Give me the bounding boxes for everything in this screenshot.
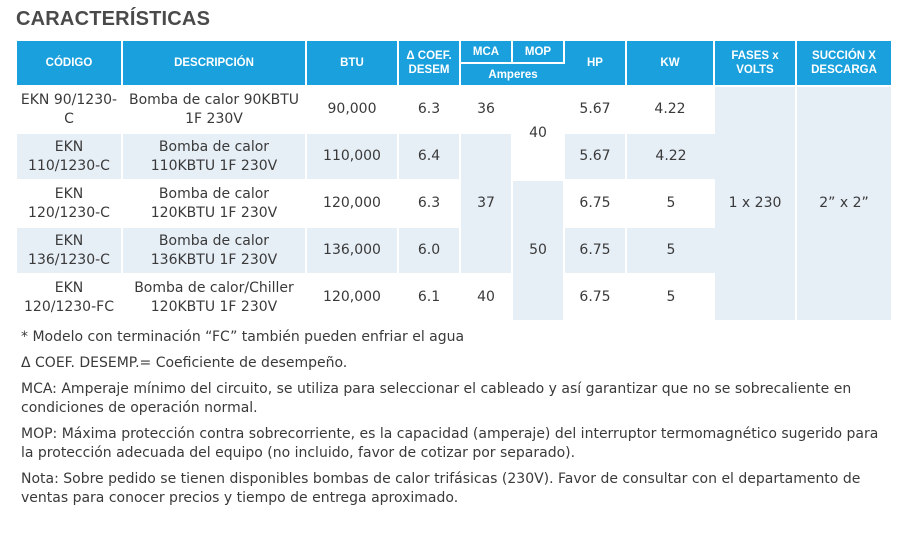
cell-kw: 5 xyxy=(627,275,715,322)
specs-table: CÓDIGO DESCRIPCIÓN BTU Δ COEF. DESEM MCA… xyxy=(17,41,891,322)
cell-btu: 120,000 xyxy=(307,275,399,322)
header-succion: SUCCIÓN X DESCARGA xyxy=(797,41,891,87)
cell-coef: 6.3 xyxy=(399,87,461,134)
note-fc: * Modelo con terminación “FC” también pu… xyxy=(21,329,465,345)
cell-hp: 5.67 xyxy=(565,134,627,181)
note-coef: Δ COEF. DESEMP.= Coeficiente de desempeñ… xyxy=(21,355,348,371)
cell-mop: 50 xyxy=(513,181,565,322)
cell-succion: 2” x 2” xyxy=(797,87,891,322)
table-row: EKN 120/1230-FC Bomba de calor/Chiller 1… xyxy=(17,275,891,322)
header-mop: MOP xyxy=(513,41,565,64)
header-descripcion: DESCRIPCIÓN xyxy=(123,41,307,87)
cell-coef: 6.1 xyxy=(399,275,461,322)
cell-btu: 110,000 xyxy=(307,134,399,181)
cell-hp: 6.75 xyxy=(565,275,627,322)
cell-mca: 36 xyxy=(461,87,513,134)
cell-mca: 40 xyxy=(461,275,513,322)
cell-btu: 136,000 xyxy=(307,228,399,275)
table-row: EKN 90/1230-C Bomba de calor 90KBTU 1F 2… xyxy=(17,87,891,322)
cell-mca: 37 xyxy=(461,134,513,275)
cell-kw: 5 xyxy=(627,228,715,275)
header-btu: BTU xyxy=(307,41,399,87)
notes-section: * Modelo con terminación “FC” también pu… xyxy=(21,328,881,515)
cell-codigo: EKN 120/1230-FC xyxy=(17,275,123,322)
header-coef: Δ COEF. DESEM xyxy=(399,41,461,87)
cell-fases: 1 x 230 xyxy=(715,87,797,322)
note-trifasicas: Nota: Sobre pedido se tienen disponibles… xyxy=(21,471,861,506)
table-row: EKN 110/1230-C Bomba de calor 110KBTU 1F… xyxy=(17,134,891,275)
cell-btu: 120,000 xyxy=(307,181,399,228)
cell-kw: 5 xyxy=(627,181,715,228)
header-kw: KW xyxy=(627,41,715,87)
cell-descripcion: Bomba de calor 90KBTU 1F 230V xyxy=(123,87,307,134)
header-fases: FASES x VOLTS xyxy=(715,41,797,87)
header-amperes: Amperes xyxy=(461,64,565,87)
note-mop: MOP: Máxima protección contra sobrecorri… xyxy=(21,426,879,461)
cell-codigo: EKN 120/1230-C xyxy=(17,181,123,228)
cell-kw: 4.22 xyxy=(627,87,715,134)
table-row: EKN 120/1230-C Bomba de calor 120KBTU 1F… xyxy=(17,181,891,322)
cell-codigo: EKN 110/1230-C xyxy=(17,134,123,181)
cell-hp: 6.75 xyxy=(565,228,627,275)
cell-mop: 40 xyxy=(513,87,565,181)
cell-codigo: EKN 136/1230-C xyxy=(17,228,123,275)
cell-coef: 6.4 xyxy=(399,134,461,181)
cell-descripcion: Bomba de calor/Chiller 120KBTU 1F 230V xyxy=(123,275,307,322)
cell-descripcion: Bomba de calor 120KBTU 1F 230V xyxy=(123,181,307,228)
cell-btu: 90,000 xyxy=(307,87,399,134)
header-mca: MCA xyxy=(461,41,513,64)
cell-kw: 4.22 xyxy=(627,134,715,181)
cell-hp: 5.67 xyxy=(565,87,627,134)
cell-descripcion: Bomba de calor 136KBTU 1F 230V xyxy=(123,228,307,275)
cell-descripcion: Bomba de calor 110KBTU 1F 230V xyxy=(123,134,307,181)
cell-hp: 6.75 xyxy=(565,181,627,228)
table-row: EKN 136/1230-C Bomba de calor 136KBTU 1F… xyxy=(17,228,891,275)
cell-coef: 6.0 xyxy=(399,228,461,275)
page-title: CARACTERÍSTICAS xyxy=(16,8,211,30)
note-mca: MCA: Amperaje mínimo del circuito, se ut… xyxy=(21,381,852,416)
header-hp: HP xyxy=(565,41,627,87)
header-codigo: CÓDIGO xyxy=(17,41,123,87)
cell-coef: 6.3 xyxy=(399,181,461,228)
cell-codigo: EKN 90/1230-C xyxy=(17,87,123,134)
